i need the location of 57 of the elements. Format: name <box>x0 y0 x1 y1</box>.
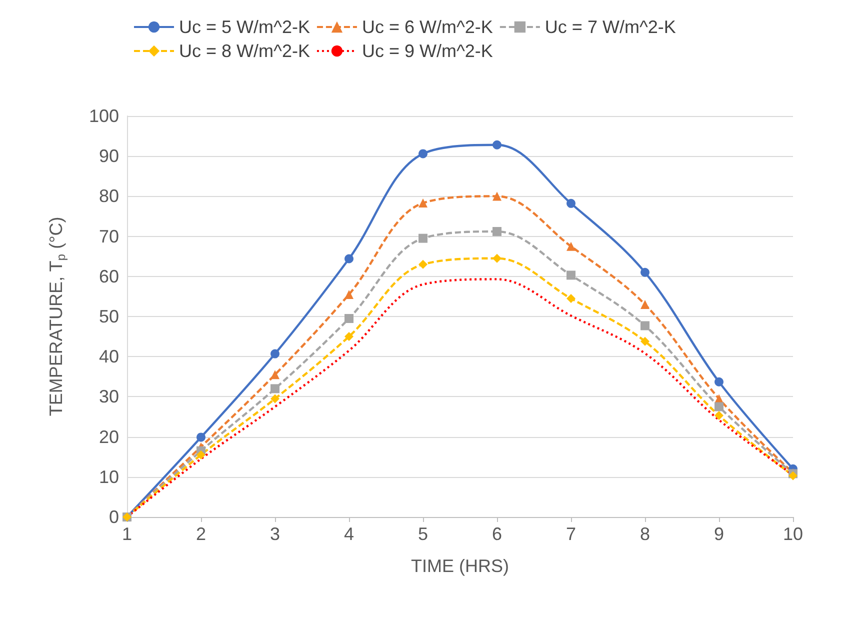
point <box>640 321 650 330</box>
y-tick-label: 10 <box>98 466 119 487</box>
x-tick-label: 4 <box>344 524 354 544</box>
point <box>196 432 206 442</box>
y-tick-label: 0 <box>108 507 119 527</box>
x-tick-label: 1 <box>122 524 132 544</box>
legend-label: Uc = 7 W/m^2-K <box>544 17 676 37</box>
point <box>714 377 724 386</box>
point <box>492 254 502 263</box>
point <box>270 394 280 404</box>
legend-label: Uc = 8 W/m^2-K <box>179 41 310 61</box>
x-tick-label: 2 <box>196 524 206 544</box>
point <box>418 198 428 208</box>
x-tick-label: 7 <box>566 524 576 544</box>
legend-label: Uc = 9 W/m^2-K <box>362 41 493 61</box>
point <box>344 314 354 324</box>
point <box>418 234 428 243</box>
point <box>492 140 502 150</box>
x-tick-label: 8 <box>640 524 650 544</box>
point <box>714 411 724 420</box>
y-tick-label: 70 <box>98 226 119 246</box>
point <box>196 450 206 460</box>
y-tick-label: 30 <box>98 386 119 407</box>
point <box>270 349 280 358</box>
x-tick-label: 3 <box>270 524 280 544</box>
x-tick-label: 5 <box>418 524 428 544</box>
x-tick-label: 6 <box>492 524 502 544</box>
point <box>270 384 280 394</box>
x-tick-label: 9 <box>714 524 724 544</box>
point <box>566 270 576 280</box>
legend-label: Uc = 6 W/m^2-K <box>362 17 493 37</box>
point <box>492 192 502 201</box>
point <box>344 254 354 264</box>
point <box>492 226 502 236</box>
point <box>418 260 428 269</box>
point <box>566 294 576 303</box>
point <box>418 149 428 158</box>
point <box>714 402 724 412</box>
y-tick-label: 100 <box>88 106 119 126</box>
point <box>640 268 650 277</box>
y-axis-title: TEMPERATURE, Tp (°C) <box>46 216 68 416</box>
point <box>270 370 280 380</box>
point <box>640 336 650 346</box>
legend-label: Uc = 5 W/m^2-K <box>179 17 310 37</box>
y-tick-label: 80 <box>98 186 119 206</box>
y-tick-label: 40 <box>98 346 119 367</box>
y-tick-label: 60 <box>98 266 119 286</box>
point <box>566 242 576 251</box>
point <box>344 332 354 342</box>
y-tick-label: 90 <box>98 146 119 166</box>
x-tick-label: 10 <box>782 524 804 544</box>
y-tick-label: 50 <box>98 306 119 326</box>
x-axis-title: TIME (HRS) <box>411 556 509 576</box>
y-tick-label: 20 <box>98 426 119 447</box>
point <box>344 290 354 299</box>
point <box>566 198 576 208</box>
point <box>640 300 650 309</box>
